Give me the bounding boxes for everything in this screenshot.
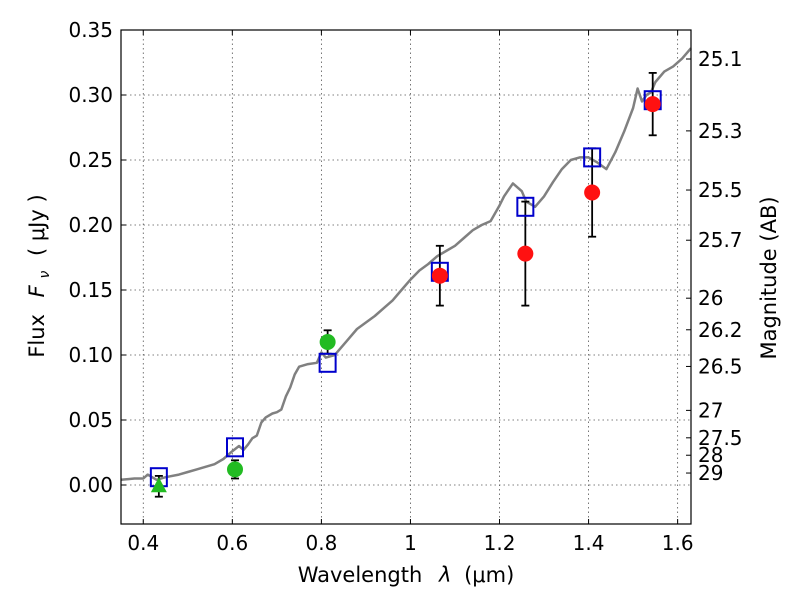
magnitude-tick-label: 26 xyxy=(698,286,723,310)
y-axis-label-text: Flux xyxy=(25,314,49,358)
y-tick-label: 0.25 xyxy=(68,148,113,172)
magnitude-tick-label: 29 xyxy=(698,461,723,485)
upper-limit-triangle xyxy=(150,477,167,493)
x-tick-label: 0.4 xyxy=(127,531,159,555)
flux-detection-point xyxy=(584,184,601,201)
magnitude-tick-label: 28 xyxy=(698,443,723,467)
magnitude-tick-label: 27.5 xyxy=(698,426,743,450)
x-axis-label: Wavelength λ (μm) xyxy=(298,563,515,587)
line-layer xyxy=(120,47,692,482)
plot-frame xyxy=(120,29,692,525)
x-tick-label: 1.6 xyxy=(662,531,694,555)
magnitude-tick-label: 26.2 xyxy=(698,318,743,342)
magnitude-tick-label: 26.5 xyxy=(698,354,743,378)
model-photometry-square xyxy=(318,352,337,373)
flux-detection-point xyxy=(517,245,534,262)
x-axis-label-text: Wavelength xyxy=(298,563,423,587)
marker-layer xyxy=(149,72,662,498)
magnitude-tick-label: 25.3 xyxy=(698,119,743,143)
model-photometry-square xyxy=(226,437,244,458)
magnitude-tick-label: 25.1 xyxy=(698,47,743,71)
magnitude-tick-label: 27 xyxy=(698,398,723,422)
y-axis-label-subscript: ν xyxy=(37,271,53,279)
magnitude-tick-label: 25.5 xyxy=(698,178,743,202)
magnitude-tick-label: 25.7 xyxy=(698,228,743,252)
magnitude-axis-label: Magnitude (AB) xyxy=(757,196,781,359)
y-axis-label-unit: ( μJy ) xyxy=(25,194,49,256)
flux-detection-point xyxy=(319,334,336,350)
flux-detection-point xyxy=(227,461,243,478)
y-tick-label: 0.00 xyxy=(68,473,113,497)
frame-layer: 0.4 0.6 0.8 1 1.2 1.4 1.6 0.00 0.05 0.10 0.15 0.20 0… xyxy=(68,18,742,555)
model-photometry-square xyxy=(583,147,602,168)
x-tick-label: 0.8 xyxy=(305,531,337,555)
x-tick-label: 1.4 xyxy=(573,531,605,555)
grid-layer xyxy=(121,29,691,524)
y-tick-label: 0.30 xyxy=(68,83,113,107)
y-tick-label: 0.35 xyxy=(68,18,113,42)
x-axis-label-unit: (μm) xyxy=(464,563,514,587)
x-tick-label: 1.2 xyxy=(484,531,516,555)
y-tick-label: 0.20 xyxy=(68,213,113,237)
y-tick-label: 0.10 xyxy=(68,343,113,367)
x-tick-label: 0.6 xyxy=(216,531,248,555)
y-tick-label: 0.15 xyxy=(68,278,113,302)
flux-detection-point xyxy=(644,96,661,113)
y-axis-label-symbol: F xyxy=(25,284,49,297)
label-layer: Wavelength λ (μm) Flux F ν ( μJy ) Magni… xyxy=(25,194,781,587)
x-axis-label-symbol: λ xyxy=(438,563,451,587)
flux-detection-point xyxy=(431,267,448,284)
x-tick-label: 1 xyxy=(404,531,417,555)
model-photometry-square xyxy=(516,196,535,217)
y-axis-label: Flux F ν ( μJy ) xyxy=(25,194,54,357)
y-tick-label: 0.05 xyxy=(68,408,113,432)
model-spectrum-line xyxy=(120,47,692,482)
